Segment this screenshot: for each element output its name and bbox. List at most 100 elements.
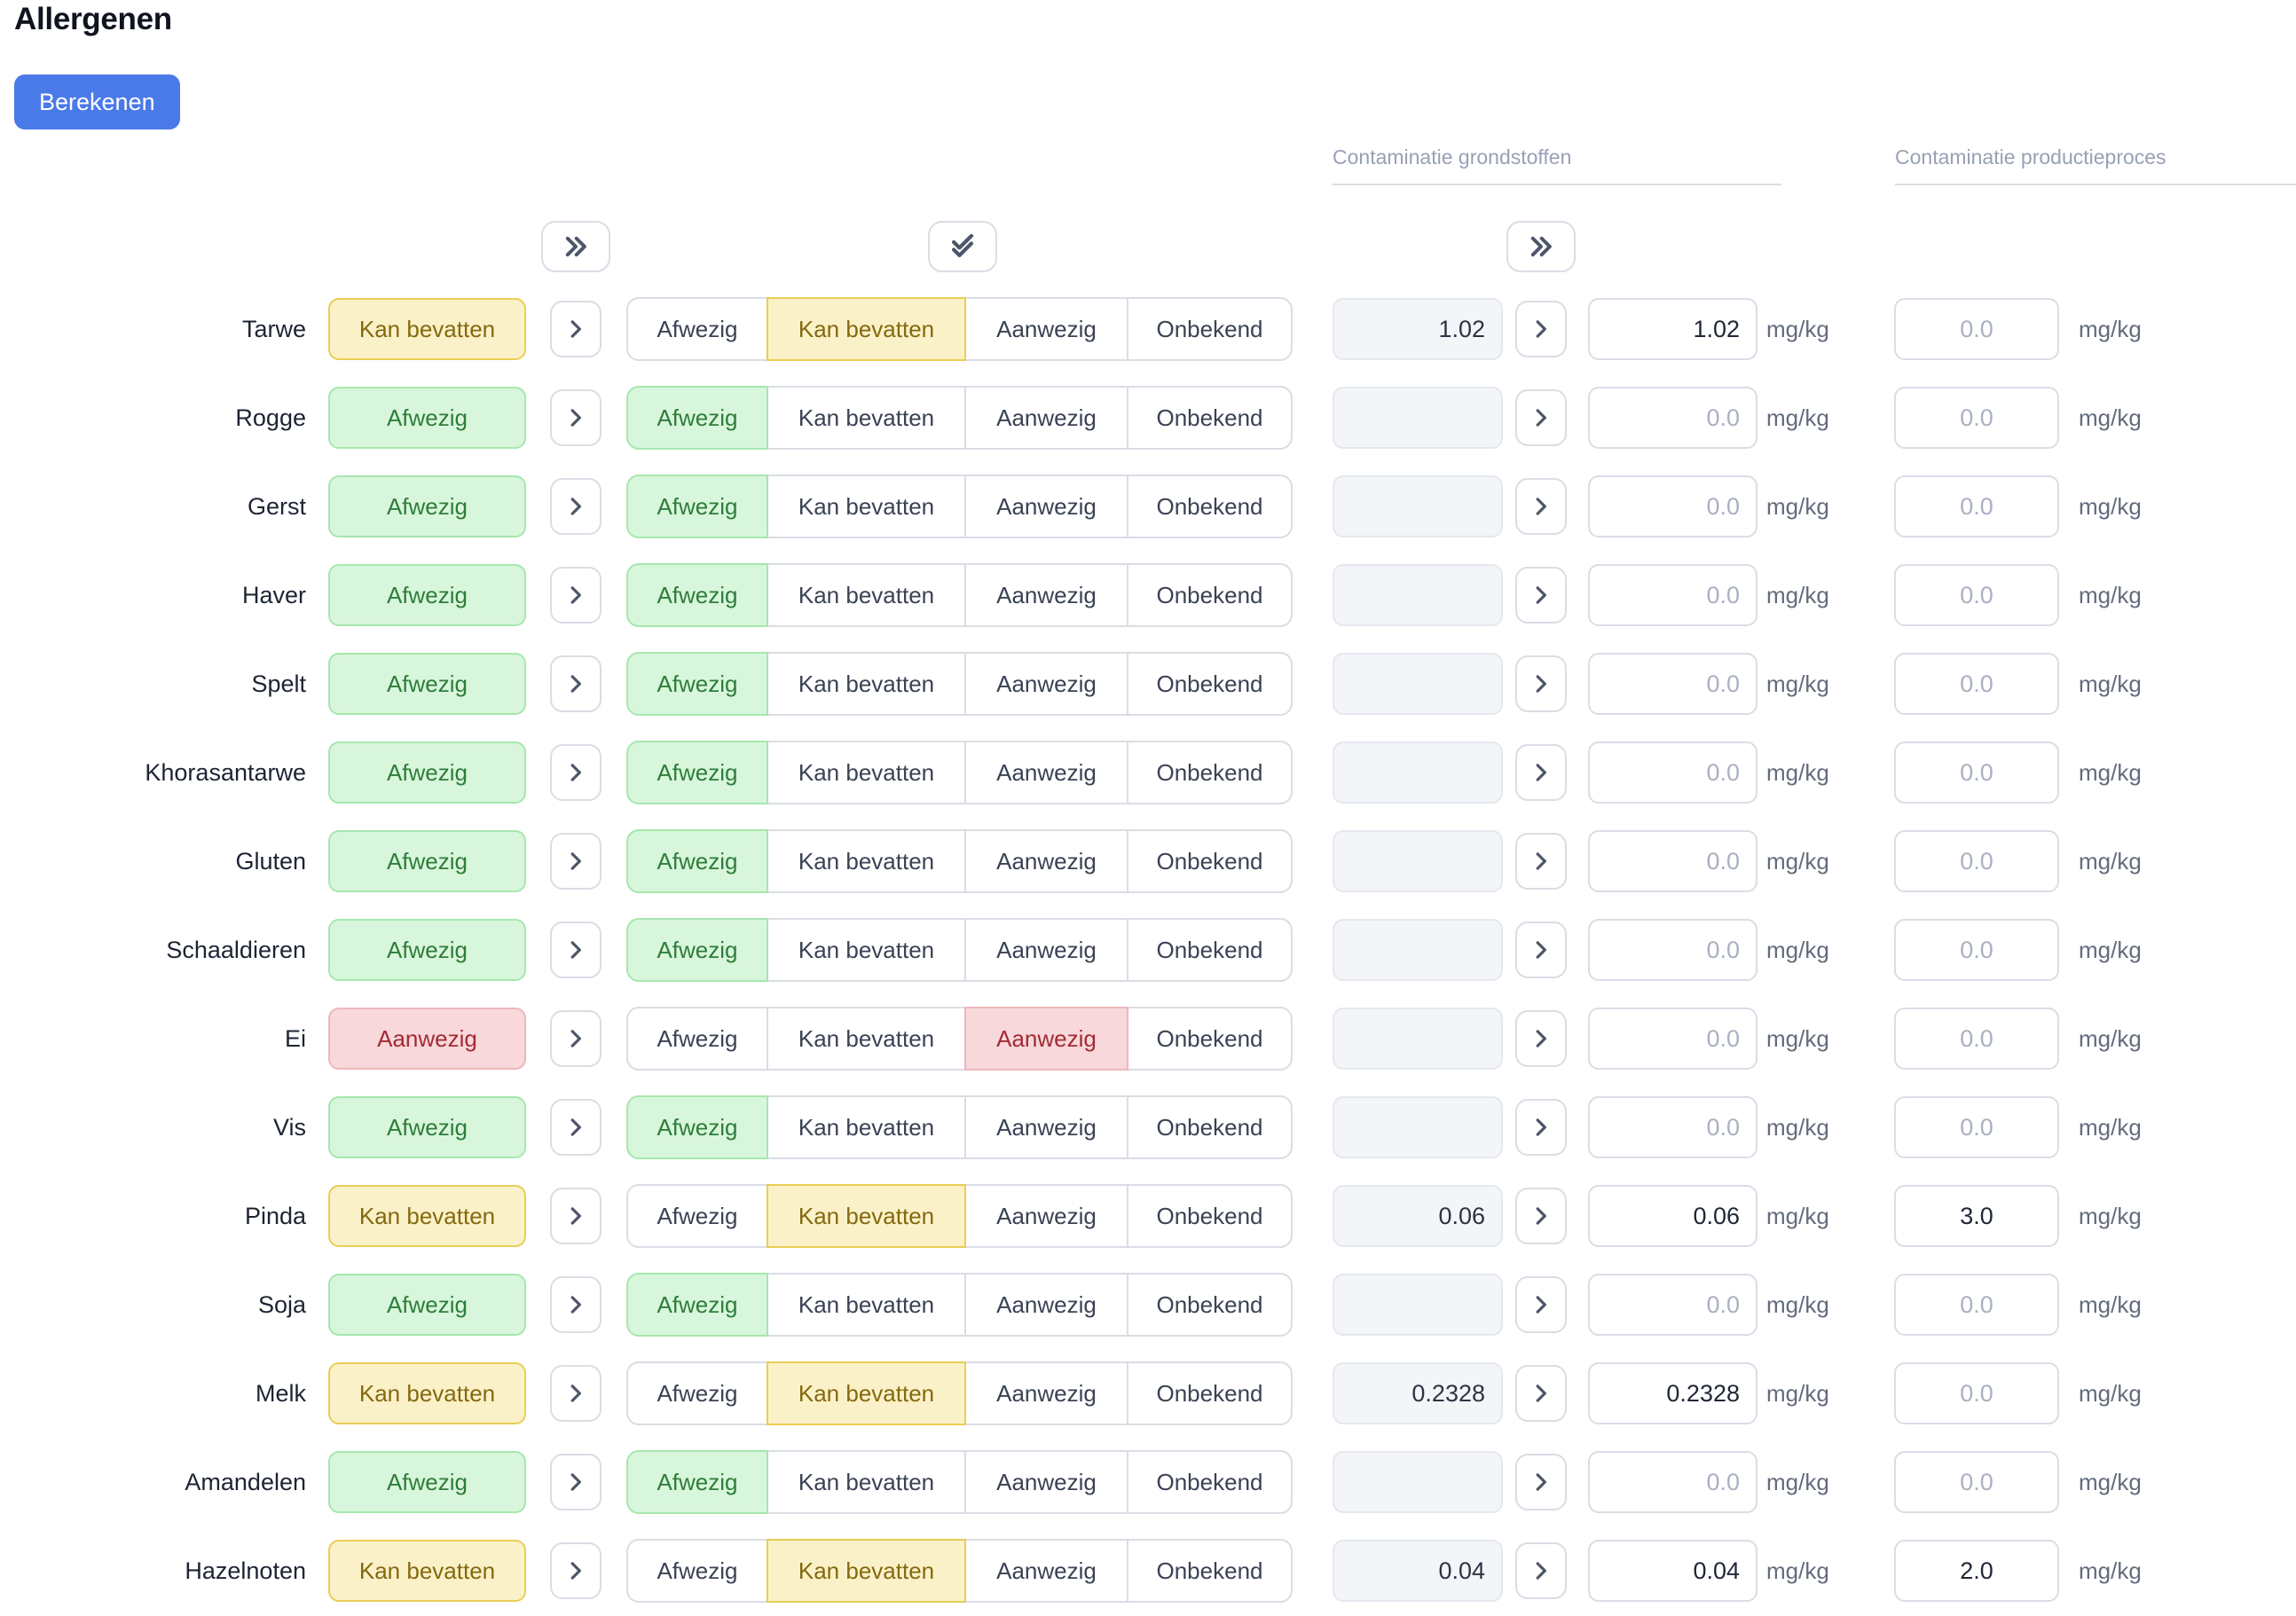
contamination-productieproces-input[interactable]	[1894, 475, 2059, 537]
status-option-afwezig[interactable]: Afwezig	[626, 1007, 768, 1071]
copy-contamination-button[interactable]	[1515, 478, 1567, 535]
status-option-aanwezig[interactable]: Aanwezig	[964, 918, 1128, 982]
status-option-aanwezig[interactable]: Aanwezig	[964, 563, 1128, 627]
status-option-afwezig[interactable]: Afwezig	[626, 1539, 768, 1603]
contamination-productieproces-input[interactable]	[1894, 1540, 2059, 1602]
status-option-afwezig[interactable]: Afwezig	[626, 652, 768, 716]
copy-status-button[interactable]	[550, 1010, 602, 1067]
contamination-productieproces-input[interactable]	[1894, 298, 2059, 360]
copy-status-button[interactable]	[550, 478, 602, 535]
contamination-grondstoffen-input[interactable]	[1588, 1451, 1757, 1513]
status-option-afwezig[interactable]: Afwezig	[626, 1095, 768, 1159]
copy-contamination-button[interactable]	[1515, 1365, 1567, 1422]
copy-contamination-button[interactable]	[1515, 1010, 1567, 1067]
status-option-kan-bevatten[interactable]: Kan bevatten	[767, 386, 966, 450]
status-option-aanwezig[interactable]: Aanwezig	[964, 1539, 1128, 1603]
copy-status-button[interactable]	[550, 1454, 602, 1510]
status-option-afwezig[interactable]: Afwezig	[626, 386, 768, 450]
status-option-aanwezig[interactable]: Aanwezig	[964, 829, 1128, 893]
status-option-aanwezig[interactable]: Aanwezig	[964, 297, 1128, 361]
status-option-afwezig[interactable]: Afwezig	[626, 918, 768, 982]
contamination-grondstoffen-input[interactable]	[1588, 741, 1757, 804]
contamination-grondstoffen-input[interactable]	[1588, 1008, 1757, 1070]
status-option-kan-bevatten[interactable]: Kan bevatten	[767, 1273, 966, 1337]
status-option-aanwezig[interactable]: Aanwezig	[964, 475, 1128, 538]
contamination-productieproces-input[interactable]	[1894, 387, 2059, 449]
contamination-productieproces-input[interactable]	[1894, 1451, 2059, 1513]
status-option-aanwezig[interactable]: Aanwezig	[964, 1273, 1128, 1337]
bulk-copy-status-button[interactable]	[541, 221, 610, 272]
copy-contamination-button[interactable]	[1515, 1099, 1567, 1156]
status-option-kan-bevatten[interactable]: Kan bevatten	[767, 1184, 966, 1248]
status-option-onbekend[interactable]: Onbekend	[1127, 386, 1293, 450]
copy-status-button[interactable]	[550, 744, 602, 801]
status-option-afwezig[interactable]: Afwezig	[626, 1184, 768, 1248]
status-option-kan-bevatten[interactable]: Kan bevatten	[767, 1007, 966, 1071]
status-option-kan-bevatten[interactable]: Kan bevatten	[767, 829, 966, 893]
status-option-kan-bevatten[interactable]: Kan bevatten	[767, 741, 966, 804]
status-option-afwezig[interactable]: Afwezig	[626, 1361, 768, 1425]
status-option-kan-bevatten[interactable]: Kan bevatten	[767, 1450, 966, 1514]
contamination-productieproces-input[interactable]	[1894, 741, 2059, 804]
status-option-onbekend[interactable]: Onbekend	[1127, 1361, 1293, 1425]
copy-contamination-button[interactable]	[1515, 389, 1567, 446]
status-option-onbekend[interactable]: Onbekend	[1127, 563, 1293, 627]
status-option-kan-bevatten[interactable]: Kan bevatten	[767, 652, 966, 716]
bulk-confirm-status-button[interactable]	[927, 221, 997, 272]
status-option-aanwezig[interactable]: Aanwezig	[964, 741, 1128, 804]
contamination-productieproces-input[interactable]	[1894, 653, 2059, 715]
copy-status-button[interactable]	[550, 1276, 602, 1333]
contamination-grondstoffen-input[interactable]	[1588, 298, 1757, 360]
contamination-grondstoffen-input[interactable]	[1588, 919, 1757, 981]
status-option-onbekend[interactable]: Onbekend	[1127, 297, 1293, 361]
calculate-button[interactable]: Berekenen	[14, 75, 180, 129]
copy-contamination-button[interactable]	[1515, 744, 1567, 801]
contamination-grondstoffen-input[interactable]	[1588, 1362, 1757, 1424]
status-option-onbekend[interactable]: Onbekend	[1127, 1539, 1293, 1603]
status-option-onbekend[interactable]: Onbekend	[1127, 652, 1293, 716]
status-option-kan-bevatten[interactable]: Kan bevatten	[767, 475, 966, 538]
copy-status-button[interactable]	[550, 922, 602, 978]
status-option-aanwezig[interactable]: Aanwezig	[964, 1095, 1128, 1159]
status-option-kan-bevatten[interactable]: Kan bevatten	[767, 1539, 966, 1603]
contamination-grondstoffen-input[interactable]	[1588, 1274, 1757, 1336]
contamination-grondstoffen-input[interactable]	[1588, 387, 1757, 449]
status-option-afwezig[interactable]: Afwezig	[626, 829, 768, 893]
contamination-productieproces-input[interactable]	[1894, 564, 2059, 626]
contamination-grondstoffen-input[interactable]	[1588, 564, 1757, 626]
copy-status-button[interactable]	[550, 1099, 602, 1156]
contamination-grondstoffen-input[interactable]	[1588, 1096, 1757, 1158]
copy-status-button[interactable]	[550, 1188, 602, 1244]
status-option-onbekend[interactable]: Onbekend	[1127, 829, 1293, 893]
copy-contamination-button[interactable]	[1515, 833, 1567, 890]
status-option-onbekend[interactable]: Onbekend	[1127, 1095, 1293, 1159]
status-option-afwezig[interactable]: Afwezig	[626, 297, 768, 361]
status-option-onbekend[interactable]: Onbekend	[1127, 741, 1293, 804]
status-option-aanwezig[interactable]: Aanwezig	[964, 652, 1128, 716]
status-option-onbekend[interactable]: Onbekend	[1127, 1184, 1293, 1248]
copy-status-button[interactable]	[550, 301, 602, 357]
status-option-onbekend[interactable]: Onbekend	[1127, 1450, 1293, 1514]
copy-contamination-button[interactable]	[1515, 567, 1567, 624]
copy-contamination-button[interactable]	[1515, 1454, 1567, 1510]
status-option-kan-bevatten[interactable]: Kan bevatten	[767, 1095, 966, 1159]
copy-contamination-button[interactable]	[1515, 922, 1567, 978]
copy-contamination-button[interactable]	[1515, 1188, 1567, 1244]
copy-status-button[interactable]	[550, 389, 602, 446]
copy-status-button[interactable]	[550, 1542, 602, 1599]
copy-status-button[interactable]	[550, 1365, 602, 1422]
status-option-afwezig[interactable]: Afwezig	[626, 563, 768, 627]
status-option-aanwezig[interactable]: Aanwezig	[964, 1361, 1128, 1425]
contamination-productieproces-input[interactable]	[1894, 1362, 2059, 1424]
status-option-afwezig[interactable]: Afwezig	[626, 1273, 768, 1337]
contamination-grondstoffen-input[interactable]	[1588, 653, 1757, 715]
status-option-kan-bevatten[interactable]: Kan bevatten	[767, 563, 966, 627]
contamination-productieproces-input[interactable]	[1894, 1185, 2059, 1247]
copy-contamination-button[interactable]	[1515, 301, 1567, 357]
status-option-kan-bevatten[interactable]: Kan bevatten	[767, 1361, 966, 1425]
status-option-kan-bevatten[interactable]: Kan bevatten	[767, 297, 966, 361]
status-option-onbekend[interactable]: Onbekend	[1127, 918, 1293, 982]
copy-contamination-button[interactable]	[1515, 1276, 1567, 1333]
status-option-aanwezig[interactable]: Aanwezig	[964, 1184, 1128, 1248]
status-option-afwezig[interactable]: Afwezig	[626, 475, 768, 538]
